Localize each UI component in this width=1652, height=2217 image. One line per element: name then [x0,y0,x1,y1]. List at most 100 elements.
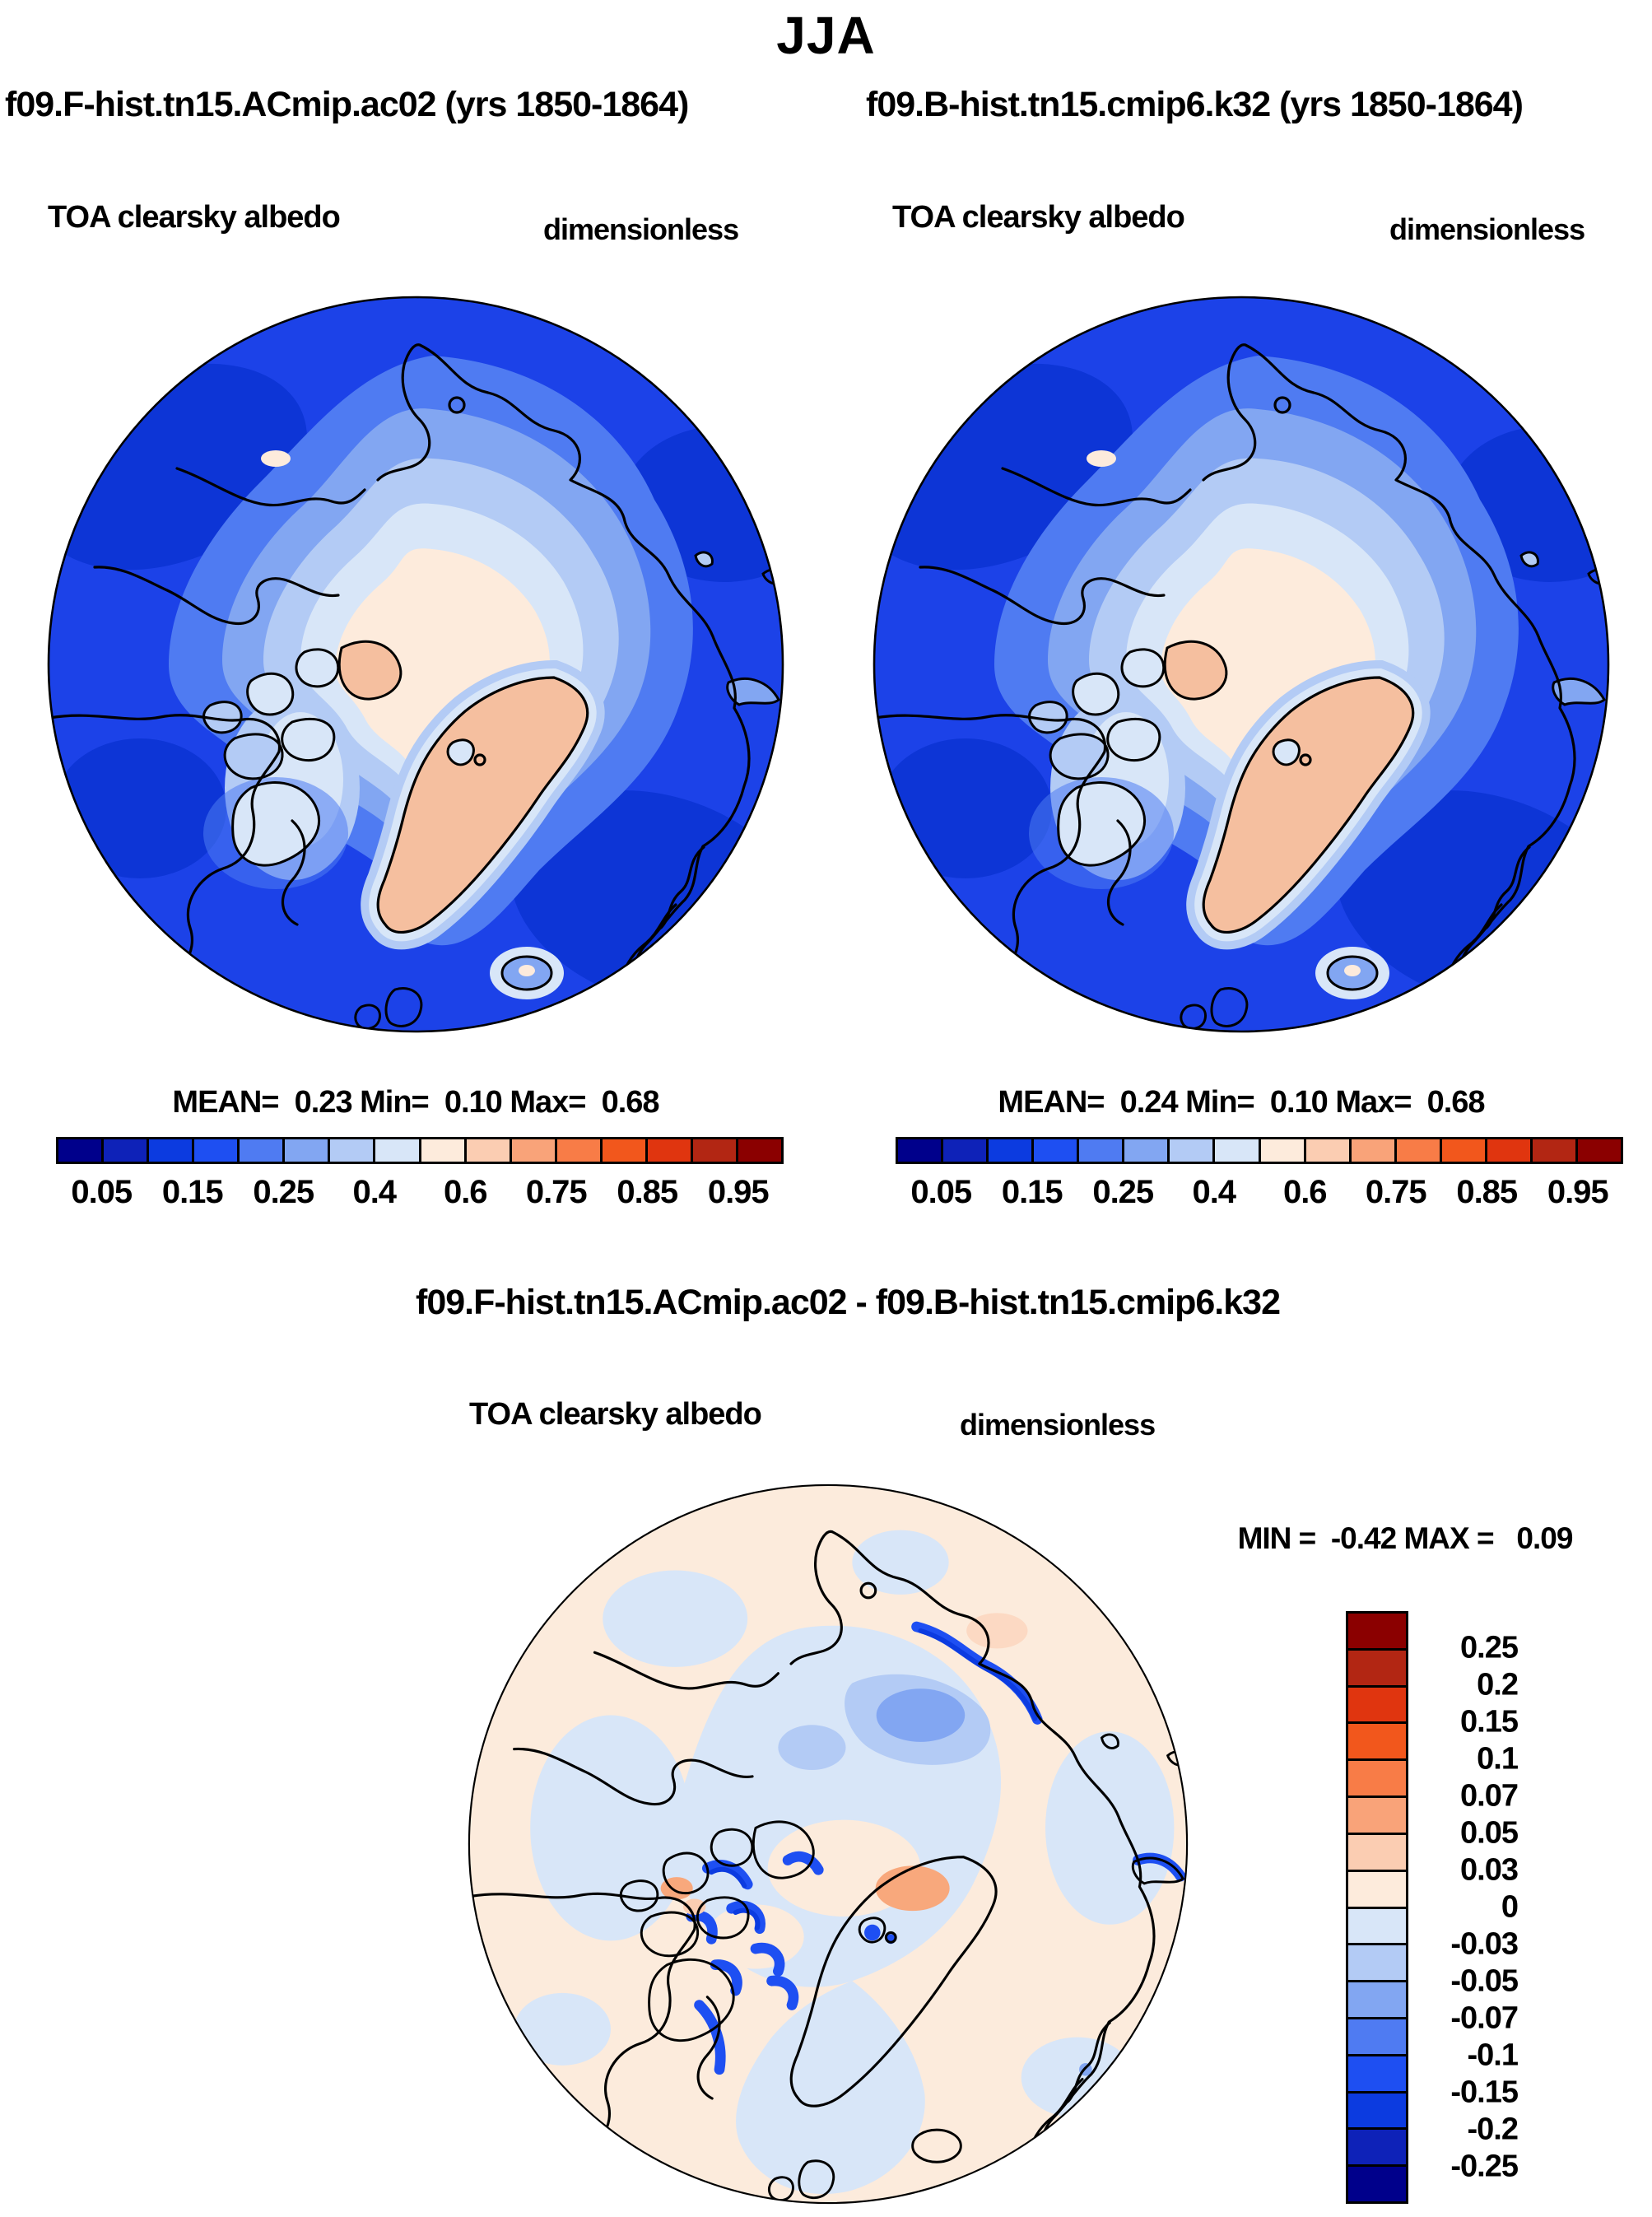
colorbar-cell [240,1139,286,1162]
colorbar-cell [647,1139,693,1162]
colorbar-cell [1396,1139,1442,1162]
colorbar-cell [1532,1139,1578,1162]
colorbar-cell [738,1139,781,1162]
colorbar-cell [898,1139,944,1162]
colorbar-tick-label: 0.25 [1460,1630,1519,1665]
colorbar-cell [375,1139,421,1162]
colorbar-cell [1124,1139,1170,1162]
colorbar-cell [1441,1139,1487,1162]
colorbar-cell [1351,1139,1397,1162]
colorbar-tick-label: 0.4 [352,1174,397,1210]
colorbar-tick-label: -0.05 [1450,1963,1519,1999]
colorbar-cell [556,1139,603,1162]
colorbar-cell [1079,1139,1125,1162]
colorbar-cell [943,1139,989,1162]
colorbar-tick-label: 0.07 [1460,1778,1519,1814]
colorbar-tick-label: 0 [1501,1889,1519,1925]
colorbar-tick-label: 0.05 [71,1174,133,1210]
colorbar-cell [1348,1798,1406,1835]
colorbar-cell [1348,2056,1406,2094]
stats-diff: MIN = -0.42 MAX = 0.09 [1237,1521,1574,1555]
colorbar-tick-label: 0.03 [1460,1852,1519,1888]
colorbar-cell [1577,1139,1621,1162]
colorbar-cell [1348,1982,1406,2019]
colorbar-left [56,1137,784,1164]
colorbar-tick-label: -0.15 [1450,2075,1519,2110]
variable-label-right: TOA clearsky albedo [892,200,1185,235]
colorbar-cell [602,1139,648,1162]
colorbar-ticks-diff: 0.25 0.2 0.15 0.1 0.07 0.05 0.03 0 -0.03 -0.05 -0.… [1419,1611,1519,2204]
colorbar-cell [466,1139,512,1162]
case-title-left: f09.F-hist.tn15.ACmip.ac02 (yrs 1850-186… [5,85,689,124]
colorbar-tick-label: 0.05 [910,1174,972,1210]
colorbar-ticks-left: 0.05 0.15 0.25 0.4 0.6 0.75 0.85 0.95 [56,1174,784,1213]
colorbar-cell [194,1139,240,1162]
colorbar-cell [1348,1724,1406,1762]
colorbar-tick-label: -0.03 [1450,1926,1519,1962]
colorbar-tick-label: 0.15 [1001,1174,1063,1210]
colorbar-cell [1215,1139,1261,1162]
colorbar-cell [1348,1761,1406,1799]
colorbar-cell [285,1139,331,1162]
colorbar-tick-label: 0.85 [617,1174,678,1210]
colorbar-cell [1348,1945,1406,1983]
stats-left: MEAN= 0.23 Min= 0.10 Max= 0.68 [172,1085,659,1120]
colorbar-cell [58,1139,105,1162]
colorbar-cell [1348,1834,1406,1872]
colorbar-tick-label: 0.25 [253,1174,314,1210]
units-label-right: dimensionless [1389,212,1585,246]
colorbar-cell [1348,1614,1406,1651]
colorbar-cell [1034,1139,1080,1162]
colorbar-cell [1487,1139,1533,1162]
colorbar-tick-label: 0.6 [443,1174,488,1210]
colorbar-cell [1348,2019,1406,2056]
colorbar-cell [1348,1650,1406,1688]
polar-map-diff [466,1482,1190,2206]
colorbar-tick-label: -0.07 [1450,2000,1519,2036]
colorbar-tick-label: 0.25 [1092,1174,1154,1210]
colorbar-tick-label: 0.15 [1460,1704,1519,1740]
colorbar-ticks-right: 0.05 0.15 0.25 0.4 0.6 0.75 0.85 0.95 [896,1174,1623,1213]
colorbar-cell [1348,1908,1406,1946]
colorbar-tick-label: 0.2 [1477,1667,1519,1702]
colorbar-cell [1260,1139,1306,1162]
colorbar-tick-label: 0.4 [1192,1174,1236,1210]
units-label-left: dimensionless [543,212,739,246]
colorbar-tick-label: 0.95 [1547,1174,1609,1210]
colorbar-tick-label: 0.6 [1282,1174,1328,1210]
colorbar-cell [1305,1139,1352,1162]
colorbar-tick-label: 0.95 [707,1174,770,1210]
colorbar-cell [1348,2093,1406,2131]
colorbar-tick-label: 0.05 [1460,1815,1519,1851]
colorbar-diff [1346,1611,1408,2204]
colorbar-cell [149,1139,195,1162]
colorbar-cell [989,1139,1035,1162]
colorbar-cell [1348,2130,1406,2168]
colorbar-tick-label: 0.85 [1456,1174,1518,1210]
colorbar-tick-label: 0.15 [161,1174,224,1210]
colorbar-cell [1170,1139,1216,1162]
colorbar-cell [1348,1687,1406,1725]
variable-label-diff: TOA clearsky albedo [469,1397,762,1432]
polar-map-right [871,294,1612,1035]
colorbar-tick-label: -0.25 [1450,2149,1519,2184]
colorbar-cell [1348,2167,1406,2201]
colorbar-cell [421,1139,467,1162]
colorbar-cell [330,1139,376,1162]
colorbar-tick-label: -0.2 [1467,2112,1519,2147]
units-label-diff: dimensionless [960,1408,1156,1442]
diff-title: f09.F-hist.tn15.ACmip.ac02 - f09.B-hist.… [416,1283,1281,1322]
colorbar-cell [1348,1871,1406,1909]
colorbar-cell [692,1139,738,1162]
colorbar-cell [104,1139,150,1162]
page-title: JJA [776,6,876,65]
colorbar-tick-label: 0.75 [525,1174,588,1210]
colorbar-tick-label: 0.75 [1365,1174,1427,1210]
variable-label-left: TOA clearsky albedo [48,200,341,235]
case-title-right: f09.B-hist.tn15.cmip6.k32 (yrs 1850-1864… [866,85,1524,124]
polar-map-left [45,294,786,1035]
colorbar-tick-label: 0.1 [1477,1741,1519,1777]
colorbar-right [896,1137,1623,1164]
colorbar-tick-label: -0.1 [1467,2038,1519,2073]
